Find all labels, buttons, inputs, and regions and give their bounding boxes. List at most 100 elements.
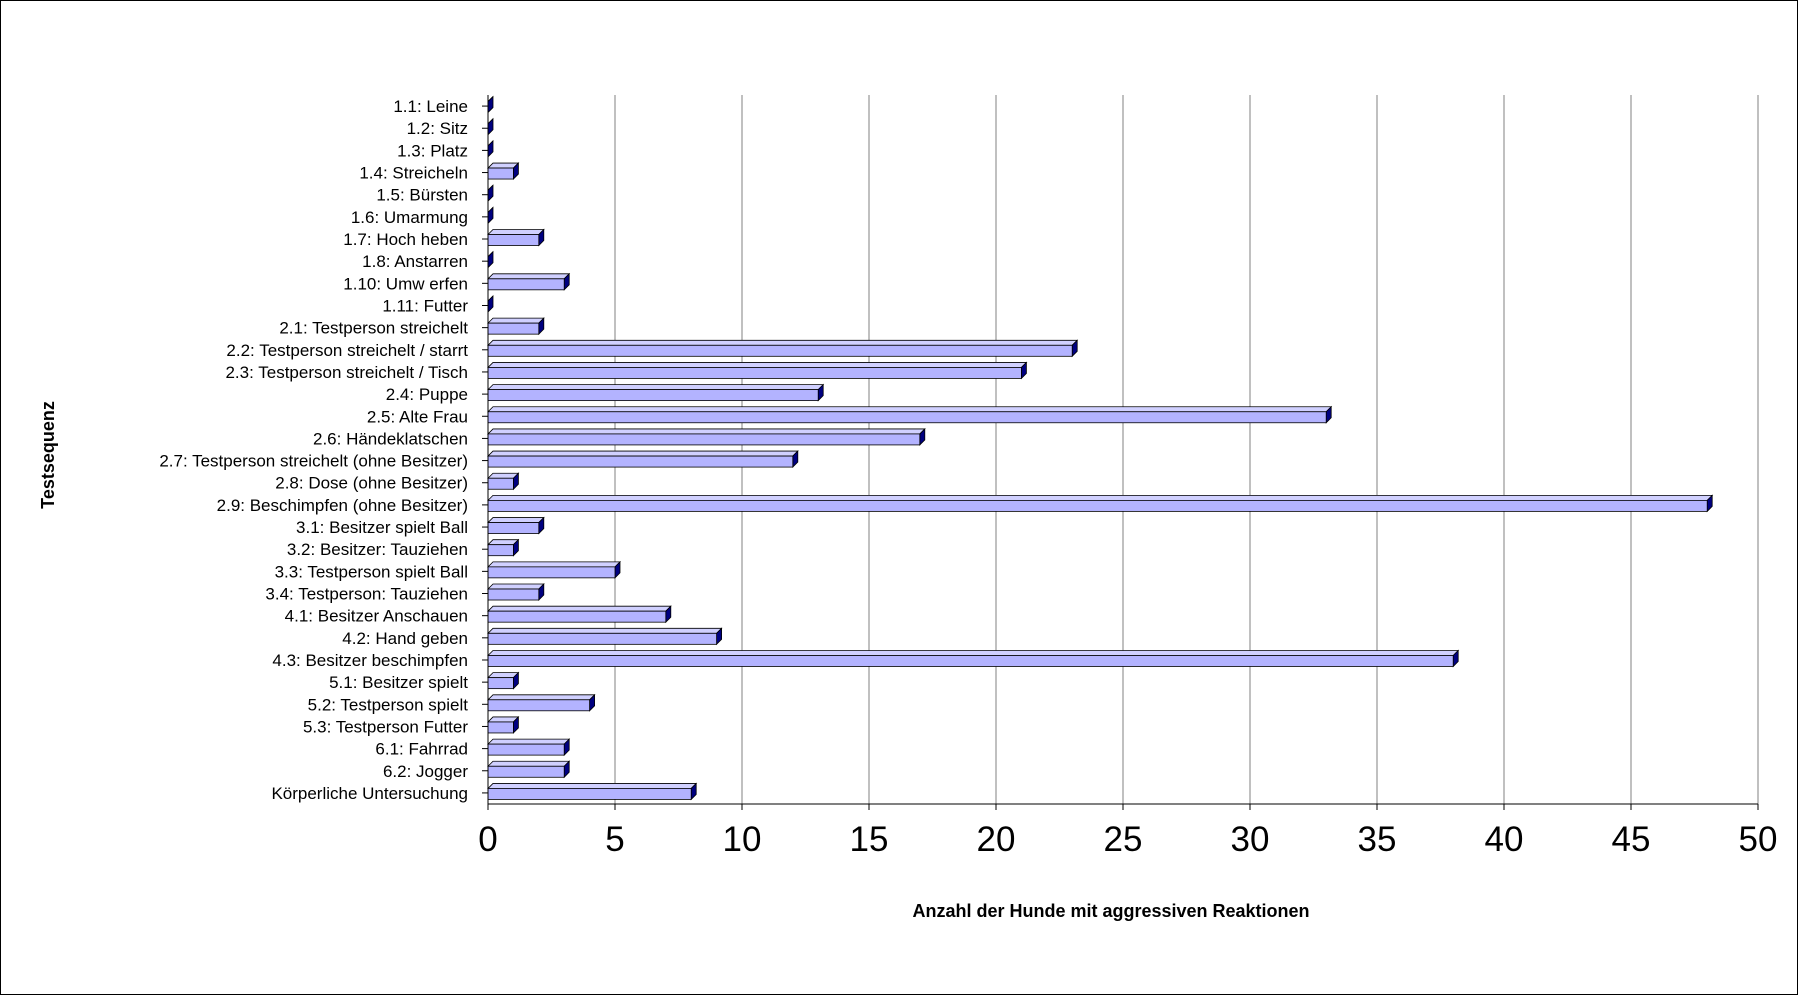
bar-top-face (487, 783, 698, 789)
bar-top-face (487, 627, 723, 634)
bar-side-face (487, 295, 494, 313)
bar (487, 317, 545, 336)
bar-front-face (487, 566, 616, 579)
bar (487, 782, 698, 801)
bar-top-face (487, 760, 571, 767)
bar-top-face (487, 339, 1079, 346)
bar-side-face (487, 250, 494, 269)
bar-top-face (487, 317, 545, 324)
category-label: 3.4: Testperson: Tauziehen (265, 585, 468, 604)
bar-front-face (487, 322, 540, 335)
category-label: 1.1: Leine (393, 97, 468, 116)
category-label: Körperliche Untersuchung (271, 784, 468, 803)
x-tick-label: 45 (1612, 820, 1651, 859)
x-tick-label: 15 (850, 820, 889, 859)
category-label: 2.3: Testperson streichelt / Tisch (225, 363, 468, 382)
bar-front-face (487, 367, 1022, 379)
bar-front-face (487, 477, 514, 490)
category-label: 2.5: Alte Frau (367, 407, 468, 426)
bar (487, 649, 1460, 668)
x-tick-labels: 0 5 10 15 20 25 30 35 40 45 50 (478, 820, 1777, 859)
category-label: 4.1: Besitzer Anschauen (285, 607, 468, 626)
bar-front-face (487, 610, 667, 623)
bar (487, 760, 571, 779)
bar (487, 339, 1079, 358)
bar-top-face (487, 650, 1460, 656)
bar-top-face (487, 694, 596, 701)
bar (487, 405, 1333, 424)
x-tick-label: 20 (977, 820, 1016, 859)
bar-front-face (487, 344, 1073, 357)
bar (487, 162, 520, 181)
category-label: 2.4: Puppe (386, 385, 468, 404)
bar-side-face (487, 139, 494, 158)
bar (487, 560, 621, 579)
x-tick-label: 40 (1485, 820, 1524, 859)
bar (487, 494, 1714, 513)
bar-front-face (487, 234, 540, 246)
bar (487, 538, 520, 557)
bar (487, 605, 672, 624)
category-label: 2.2: Testperson streichelt / starrt (226, 341, 468, 360)
x-axis-title: Anzahl der Hunde mit aggressiven Reaktio… (912, 901, 1309, 921)
category-label: 3.3: Testperson spielt Ball (275, 562, 468, 581)
x-tick-label: 30 (1231, 820, 1270, 859)
bar-front-face (487, 499, 1708, 512)
category-label: 2.6: Händeklatschen (313, 429, 468, 448)
bar (487, 139, 494, 158)
category-label: 2.8: Dose (ohne Besitzer) (275, 474, 468, 493)
category-label: 1.4: Streicheln (359, 164, 468, 183)
bar-front-face (487, 455, 794, 468)
category-label: 3.2: Besitzer: Tauziehen (287, 540, 468, 559)
category-label: 1.10: Umw erfen (343, 274, 468, 293)
bar-front-face (487, 743, 565, 756)
bar-top-face (487, 384, 825, 391)
bar (487, 95, 494, 114)
bar-top-face (487, 494, 1714, 501)
x-tick-label: 10 (723, 820, 762, 859)
bar-top-face (487, 273, 571, 280)
bar (487, 627, 723, 646)
bar-top-face (487, 450, 799, 457)
bar-front-face (487, 655, 1454, 667)
bar (487, 250, 494, 269)
bars (487, 95, 1714, 801)
bar (487, 693, 596, 712)
bar-front-face (487, 544, 514, 557)
bar (487, 450, 799, 469)
category-label: 1.2: Sitz (407, 119, 468, 138)
bar (487, 671, 520, 690)
category-label: 4.3: Besitzer beschimpfen (272, 651, 468, 670)
bar-front-face (487, 522, 540, 534)
category-label: 3.1: Besitzer spielt Ball (296, 518, 468, 537)
bar (487, 361, 1028, 380)
bar-front-face (487, 699, 590, 712)
bar-side-face (487, 95, 494, 114)
bar (487, 184, 494, 203)
bar-front-face (487, 433, 921, 446)
bar-front-face (487, 632, 718, 645)
bar-front-face (487, 788, 692, 800)
x-tick-label: 35 (1358, 820, 1397, 859)
bar (487, 295, 494, 313)
bar-front-face (487, 167, 514, 180)
bar-front-face (487, 278, 565, 291)
category-label: 1.5: Bürsten (376, 186, 468, 205)
bar-front-face (487, 677, 514, 690)
bar-side-face (487, 206, 494, 225)
category-label: 5.2: Testperson spielt (308, 695, 469, 714)
bar (487, 228, 545, 247)
bar-front-face (487, 411, 1327, 424)
bar (487, 272, 571, 291)
bar-top-face (487, 561, 621, 568)
x-tick-label: 0 (478, 820, 497, 859)
category-label: 1.11: Futter (382, 296, 468, 315)
bar-top-face (487, 517, 545, 523)
category-label: 2.1: Testperson streichelt (279, 319, 468, 338)
category-label: 2.9: Beschimpfen (ohne Besitzer) (217, 496, 468, 515)
x-tick-label: 5 (605, 820, 624, 859)
category-label: 1.8: Anstarren (362, 252, 468, 271)
category-label: 1.7: Hoch heben (343, 230, 468, 249)
axes (482, 95, 1759, 810)
